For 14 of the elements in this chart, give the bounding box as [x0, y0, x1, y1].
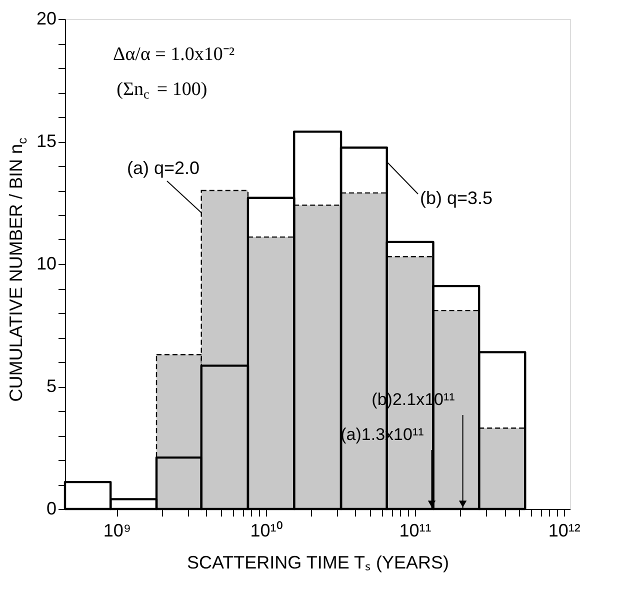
x-tick-label: 10¹⁰	[250, 520, 282, 540]
x-tick-label: 10⁹	[103, 520, 132, 540]
series-label: (a) q=2.0	[127, 158, 200, 178]
y-tick-label: 15	[36, 131, 56, 151]
x-tick-label: 10¹¹	[399, 520, 432, 540]
y-axis-title: CUMULATIVE NUMBER / BIN nc	[6, 138, 30, 402]
y-tick-label: 5	[46, 376, 56, 396]
x-tick-label: 10¹²	[548, 520, 580, 540]
annotation: Δα/α = 1.0x10⁻²	[113, 44, 235, 65]
legend-label: (b) q=3.5	[420, 188, 493, 208]
y-tick-label: 20	[36, 8, 56, 28]
x-axis-title: SCATTERING TIME Tₛ (YEARS)	[186, 552, 450, 572]
y-tick-label: 0	[46, 498, 56, 518]
y-tick-label: 10	[36, 254, 56, 274]
